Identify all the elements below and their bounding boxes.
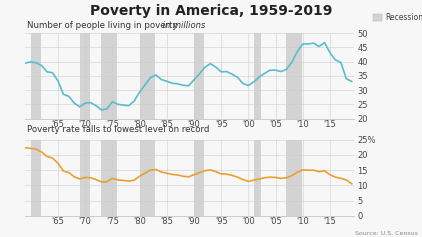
Bar bbox=[287, 33, 302, 118]
Text: in millions: in millions bbox=[160, 21, 206, 30]
Bar bbox=[287, 140, 302, 216]
Bar bbox=[145, 140, 155, 216]
Bar bbox=[194, 33, 204, 118]
Bar bbox=[254, 33, 262, 118]
Bar bbox=[31, 140, 41, 216]
Bar bbox=[140, 140, 147, 216]
Bar bbox=[80, 33, 90, 118]
Bar bbox=[31, 33, 41, 118]
Bar bbox=[145, 33, 155, 118]
Text: Poverty in America, 1959-2019: Poverty in America, 1959-2019 bbox=[90, 4, 332, 18]
Bar bbox=[194, 140, 204, 216]
Text: Source: U.S. Census: Source: U.S. Census bbox=[355, 231, 418, 236]
Bar bbox=[80, 140, 90, 216]
Bar bbox=[101, 140, 117, 216]
Bar bbox=[254, 140, 262, 216]
Bar bbox=[101, 33, 117, 118]
Text: Number of people living in poverty: Number of people living in poverty bbox=[27, 21, 178, 30]
Bar bbox=[140, 33, 147, 118]
Text: Poverty rate falls to lowest level on record: Poverty rate falls to lowest level on re… bbox=[27, 125, 210, 134]
Legend: Recession: Recession bbox=[373, 13, 422, 22]
